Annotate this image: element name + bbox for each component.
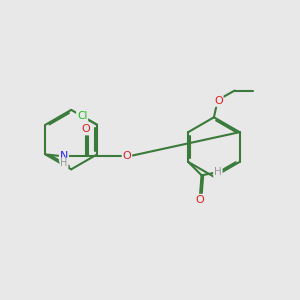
Text: H: H xyxy=(214,167,222,177)
Text: O: O xyxy=(214,96,223,106)
Text: H: H xyxy=(60,158,68,168)
Text: O: O xyxy=(82,124,91,134)
Text: Cl: Cl xyxy=(77,111,87,121)
Text: O: O xyxy=(123,151,131,161)
Text: O: O xyxy=(196,195,204,205)
Text: N: N xyxy=(60,151,68,161)
